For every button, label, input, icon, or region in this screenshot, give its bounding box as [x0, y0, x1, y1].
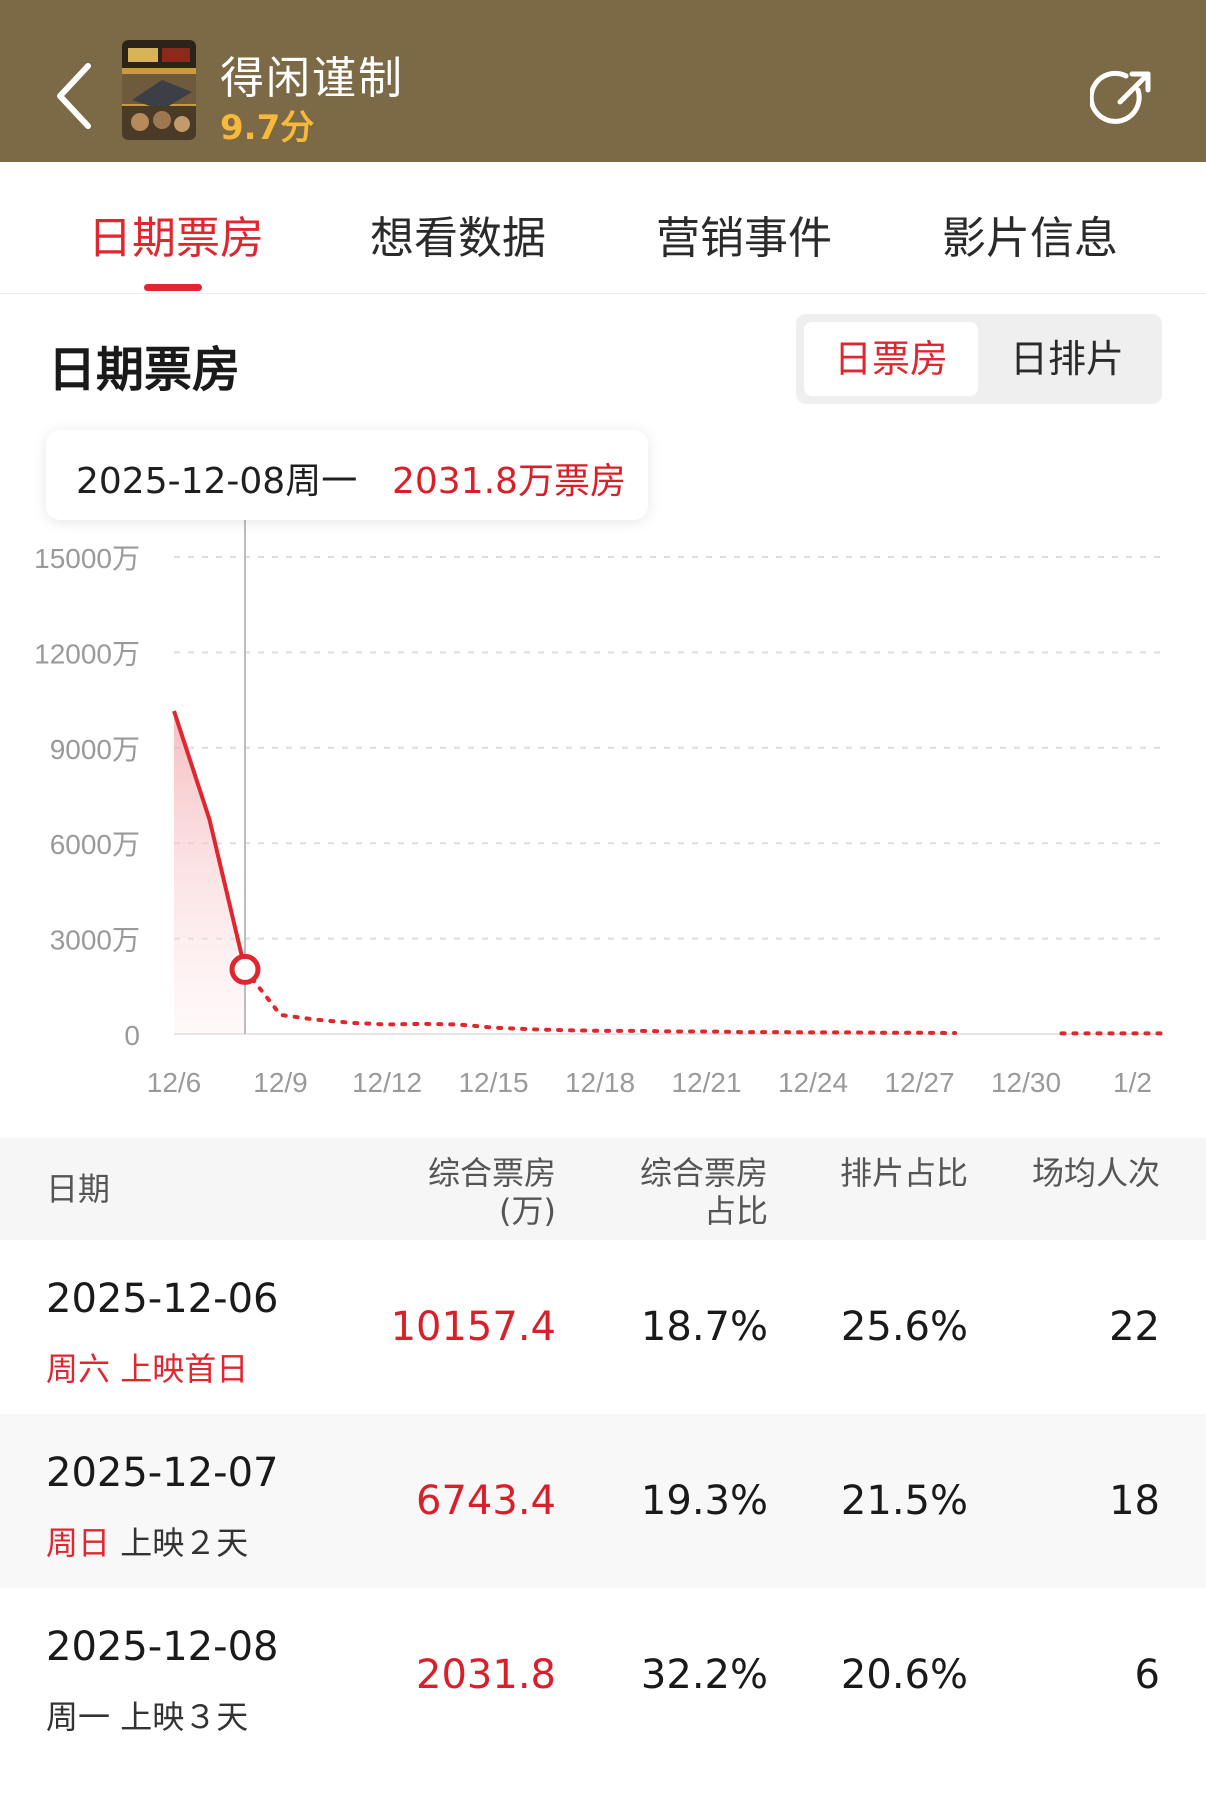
row-avg-people: 22	[1109, 1304, 1160, 1350]
table-row[interactable]: 2025-12-08 周一 上映３天 2031.8 32.2% 20.6% 6	[0, 1588, 1206, 1762]
toggle-daily-schedule[interactable]: 日排片	[1009, 337, 1124, 381]
tab-marketing-events[interactable]: 营销事件	[656, 213, 832, 264]
col-header-schedule-share[interactable]: 排片占比	[808, 1154, 968, 1192]
tooltip-date: 2025-12-08周一	[76, 461, 358, 502]
table-row[interactable]: 2025-12-06 周六 上映首日 10157.4 18.7% 25.6% 2…	[0, 1240, 1206, 1414]
y-tick-label: 3000万	[50, 925, 140, 956]
tab-film-info[interactable]: 影片信息	[942, 213, 1118, 264]
col-header-box-share-line1: 综合票房	[639, 1154, 768, 1192]
series-line-forecast	[243, 967, 957, 1036]
row-release-note: 上映首日	[120, 1350, 249, 1388]
row-weekday: 周六	[46, 1350, 111, 1388]
row-date: 2025-12-06	[46, 1276, 279, 1322]
row-avg-people: 6	[1134, 1652, 1160, 1698]
share-button[interactable]	[1088, 66, 1156, 132]
table-row[interactable]: 2025-12-07 周日 上映２天 6743.4 19.3% 21.5% 18	[0, 1414, 1206, 1588]
row-subtitle: 周六 上映首日	[46, 1344, 248, 1390]
active-tab-indicator	[144, 284, 202, 291]
x-tick-label: 12/15	[458, 1067, 528, 1098]
row-box-share: 18.7%	[640, 1304, 768, 1350]
col-header-box-office-line1: 综合票房	[427, 1154, 556, 1192]
row-weekday: 周一	[46, 1698, 111, 1736]
box-schedule-toggle: 日票房 日排片	[796, 314, 1162, 404]
tab-bar: 日期票房 想看数据 营销事件 影片信息	[0, 162, 1206, 294]
row-box-share: 19.3%	[640, 1478, 768, 1524]
x-tick-label: 12/9	[253, 1067, 308, 1098]
x-tick-label: 12/18	[565, 1067, 635, 1098]
movie-poster[interactable]	[122, 40, 196, 140]
y-tick-label: 9000万	[50, 734, 140, 765]
row-date: 2025-12-08	[46, 1624, 279, 1670]
app-header: 得闲谨制 9.7分	[0, 0, 1206, 162]
y-tick-label: 0	[124, 1020, 140, 1051]
row-schedule-share: 21.5%	[840, 1478, 968, 1524]
row-subtitle: 周一 上映３天	[46, 1692, 248, 1738]
x-tick-label: 12/6	[147, 1067, 202, 1098]
row-release-note: 上映３天	[120, 1698, 249, 1736]
back-button[interactable]	[50, 58, 110, 134]
share-icon	[1088, 70, 1151, 124]
x-tick-label: 12/21	[671, 1067, 741, 1098]
row-schedule-share: 20.6%	[840, 1652, 968, 1698]
row-weekday: 周日	[46, 1524, 111, 1562]
tooltip-value: 2031.8万票房	[392, 461, 626, 502]
series-line-actual	[172, 710, 247, 970]
tab-want-to-see[interactable]: 想看数据	[370, 213, 546, 264]
y-tick-label: 6000万	[50, 829, 140, 860]
x-tick-label: 12/24	[778, 1067, 848, 1098]
table-header: 日期 综合票房 (万) 综合票房 占比 排片占比 场均人次	[0, 1138, 1206, 1240]
chevron-left-icon	[57, 63, 91, 129]
x-tick-label: 12/30	[991, 1067, 1061, 1098]
section-title: 日期票房	[48, 342, 241, 398]
col-header-box-office[interactable]: 综合票房 (万)	[400, 1154, 556, 1230]
row-box-share: 32.2%	[640, 1652, 768, 1698]
row-avg-people: 18	[1109, 1478, 1160, 1524]
col-header-avg-people[interactable]: 场均人次	[1000, 1154, 1160, 1192]
series-area	[174, 710, 245, 1034]
col-header-date[interactable]: 日期	[46, 1170, 110, 1208]
x-tick-label: 1/2	[1113, 1067, 1152, 1098]
row-box-office: 6743.4	[416, 1478, 556, 1524]
col-header-box-office-line2: (万)	[499, 1192, 556, 1230]
row-date: 2025-12-07	[46, 1450, 279, 1496]
poster-image	[122, 40, 196, 140]
col-header-box-share[interactable]: 综合票房 占比	[612, 1154, 768, 1230]
tab-date-box-office[interactable]: 日期票房	[88, 213, 264, 264]
col-header-box-share-line2: 占比	[703, 1192, 768, 1230]
col-header-schedule-share-label: 排片占比	[839, 1154, 968, 1192]
row-subtitle: 周日 上映２天	[46, 1518, 248, 1564]
toggle-daily-box-office[interactable]: 日票房	[804, 322, 978, 396]
row-release-note: 上映２天	[120, 1524, 249, 1562]
y-tick-label: 15000万	[34, 543, 140, 574]
highlighted-point	[229, 953, 261, 985]
col-header-avg-people-label: 场均人次	[1031, 1154, 1160, 1192]
row-schedule-share: 25.6%	[840, 1304, 968, 1350]
row-box-office: 10157.4	[390, 1304, 556, 1350]
chart-tooltip: 2025-12-08周一 2031.8万票房	[46, 430, 648, 520]
col-header-date-label: 日期	[46, 1170, 111, 1208]
x-tick-label: 12/27	[884, 1067, 954, 1098]
movie-score: 9.7分	[220, 108, 315, 148]
x-tick-label: 12/12	[352, 1067, 422, 1098]
movie-title: 得闲谨制	[220, 53, 404, 104]
y-tick-label: 12000万	[34, 638, 140, 669]
row-box-office: 2031.8	[416, 1652, 556, 1698]
box-office-line-chart[interactable]: 0 3000万 6000万 9000万 12000万 15000万 12/6 12/9 12/…	[0, 420, 1206, 1120]
